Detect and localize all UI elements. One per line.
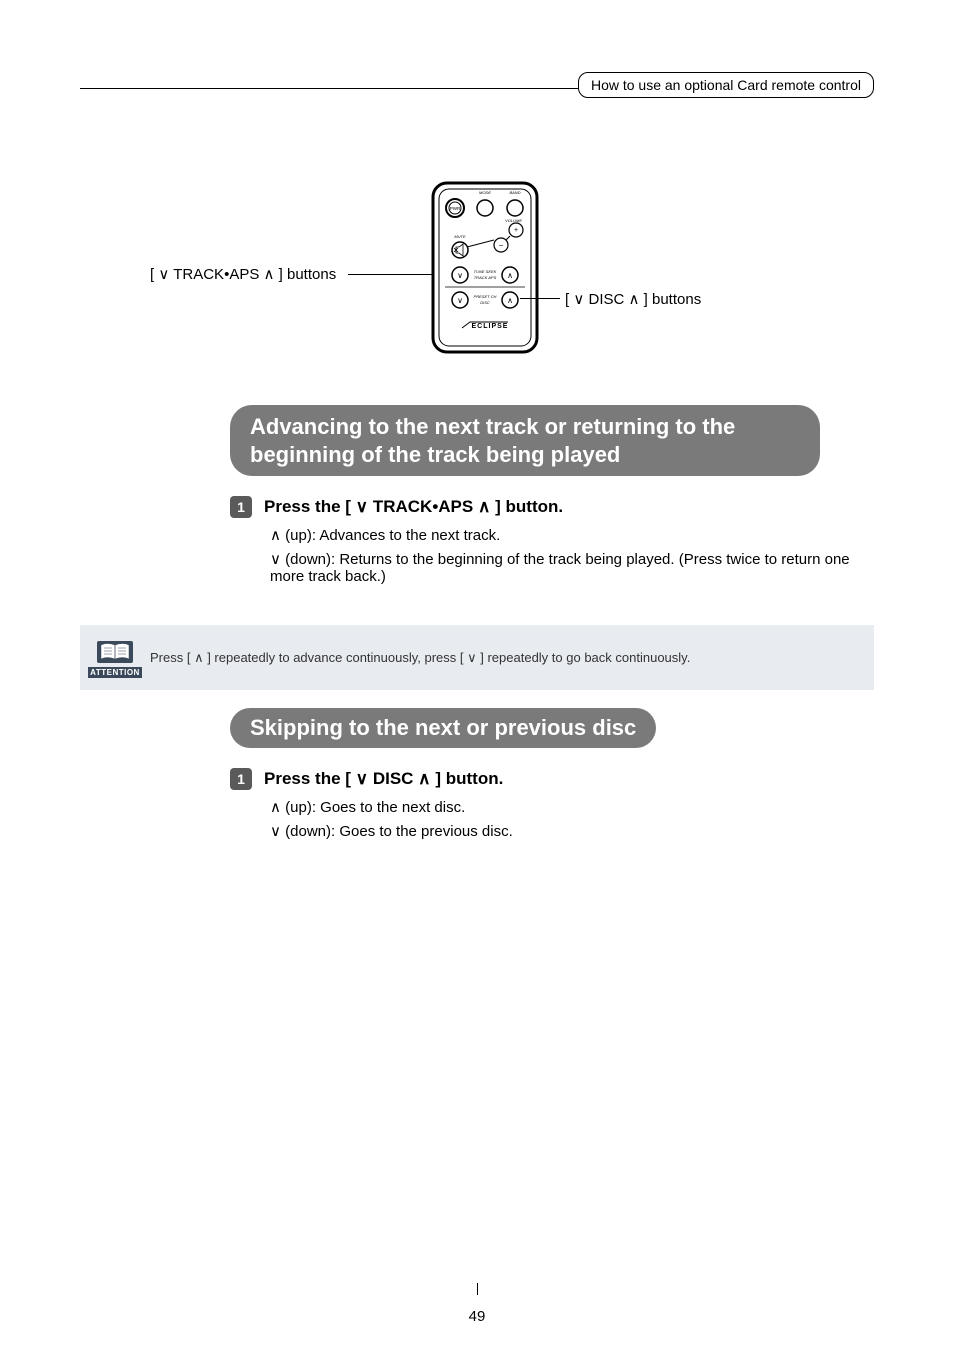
t: APS xyxy=(229,266,263,283)
t: DISC xyxy=(368,769,418,788)
track-aps-buttons-label: [ ∨ TRACK•APS ∧ ] buttons xyxy=(150,265,336,283)
svg-text:TRACK APS: TRACK APS xyxy=(474,275,497,280)
leader-line-left xyxy=(348,274,433,275)
svg-text:VOLUME: VOLUME xyxy=(505,218,522,223)
t: ] button. xyxy=(490,497,563,516)
chevron-down-icon: ∨ xyxy=(356,497,368,516)
svg-text:BAND: BAND xyxy=(509,190,520,195)
chevron-up-icon: ∧ xyxy=(478,497,490,516)
chevron-down-icon: ∨ xyxy=(467,650,477,665)
pwr-label: PWR xyxy=(450,206,461,211)
t: DISC xyxy=(584,291,628,308)
t: ] repeatedly to go back continuously. xyxy=(477,650,691,665)
t: Press [ xyxy=(150,650,194,665)
step-number-badge: 1 xyxy=(230,768,252,790)
chevron-down-icon: ∨ xyxy=(270,551,281,568)
chevron-down-icon: ∨ xyxy=(573,291,584,308)
t: (up): Advances to the next track. xyxy=(281,527,500,544)
svg-text:PRESET CH: PRESET CH xyxy=(474,294,497,299)
svg-text:∨: ∨ xyxy=(457,271,463,280)
t: (up): Goes to the next disc. xyxy=(281,799,465,816)
section-heading-skipping: Skipping to the next or previous disc xyxy=(230,708,656,748)
remote-diagram: [ ∨ TRACK•APS ∧ ] buttons PWR MODE BAND … xyxy=(150,180,800,380)
step-instruction: Press the [ ∨ DISC ∧ ] button. xyxy=(264,769,503,789)
svg-text:ECLIPSE: ECLIPSE xyxy=(472,323,509,330)
chevron-up-icon: ∧ xyxy=(270,527,281,544)
svg-text:TUNE SEEK: TUNE SEEK xyxy=(474,269,497,274)
t: ] repeatedly to advance continuously, pr… xyxy=(204,650,468,665)
t: ] buttons xyxy=(275,266,337,283)
t: (down): Returns to the beginning of the … xyxy=(270,551,850,585)
chevron-up-icon: ∧ xyxy=(194,650,204,665)
svg-text:+: + xyxy=(514,227,518,234)
chevron-down-icon: ∨ xyxy=(270,823,281,840)
step-1-disc: 1 Press the [ ∨ DISC ∧ ] button. xyxy=(230,768,874,790)
remote-control-illustration: PWR MODE BAND + − VOLUME MUTE ∨ ∧ TUNE S… xyxy=(430,180,540,355)
attention-text: Press [ ∧ ] repeatedly to advance contin… xyxy=(150,648,690,668)
chevron-up-icon: ∧ xyxy=(264,266,275,283)
page-number: 49 xyxy=(0,1308,954,1325)
sub-item-down: ∨ (down): Returns to the beginning of th… xyxy=(270,550,874,585)
attention-callout: ATTENTION Press [ ∧ ] repeatedly to adva… xyxy=(80,625,874,690)
svg-text:MODE: MODE xyxy=(479,190,491,195)
chevron-down-icon: ∨ xyxy=(356,769,368,788)
section-heading-advancing: Advancing to the next track or returning… xyxy=(230,405,820,476)
t: ] button. xyxy=(431,769,504,788)
svg-text:∨: ∨ xyxy=(457,296,463,305)
svg-text:−: − xyxy=(499,241,504,250)
page-marker xyxy=(477,1283,478,1295)
leader-line-right xyxy=(520,298,560,299)
attention-label: ATTENTION xyxy=(88,667,142,678)
disc-buttons-label: [ ∨ DISC ∧ ] buttons xyxy=(565,290,701,308)
chevron-down-icon: ∨ xyxy=(158,266,169,283)
step-number-badge: 1 xyxy=(230,496,252,518)
chevron-up-icon: ∧ xyxy=(270,799,281,816)
t: ] buttons xyxy=(640,291,702,308)
sub-list-track: ∧ (up): Advances to the next track. ∨ (d… xyxy=(270,526,874,585)
sub-item-up: ∧ (up): Goes to the next disc. xyxy=(270,798,874,816)
svg-text:MUTE: MUTE xyxy=(454,234,466,239)
content-area: Advancing to the next track or returning… xyxy=(80,405,874,846)
chevron-up-icon: ∧ xyxy=(418,769,430,788)
sub-list-disc: ∧ (up): Goes to the next disc. ∨ (down):… xyxy=(270,798,874,840)
chevron-up-icon: ∧ xyxy=(629,291,640,308)
t: Press the [ xyxy=(264,497,356,516)
svg-text:DISC: DISC xyxy=(480,300,490,305)
svg-text:∧: ∧ xyxy=(507,271,513,280)
t: TRACK xyxy=(169,266,224,283)
t: Press the [ xyxy=(264,769,356,788)
sub-item-up: ∧ (up): Advances to the next track. xyxy=(270,526,874,544)
book-icon xyxy=(95,637,135,665)
t: (down): Goes to the previous disc. xyxy=(281,823,513,840)
step-instruction: Press the [ ∨ TRACK•APS ∧ ] button. xyxy=(264,497,563,517)
sub-item-down: ∨ (down): Goes to the previous disc. xyxy=(270,822,874,840)
t: TRACK•APS xyxy=(368,497,478,516)
header-tab: How to use an optional Card remote contr… xyxy=(578,72,874,98)
attention-icon: ATTENTION xyxy=(80,637,150,678)
step-1-track: 1 Press the [ ∨ TRACK•APS ∧ ] button. xyxy=(230,496,874,518)
svg-text:∧: ∧ xyxy=(507,296,513,305)
